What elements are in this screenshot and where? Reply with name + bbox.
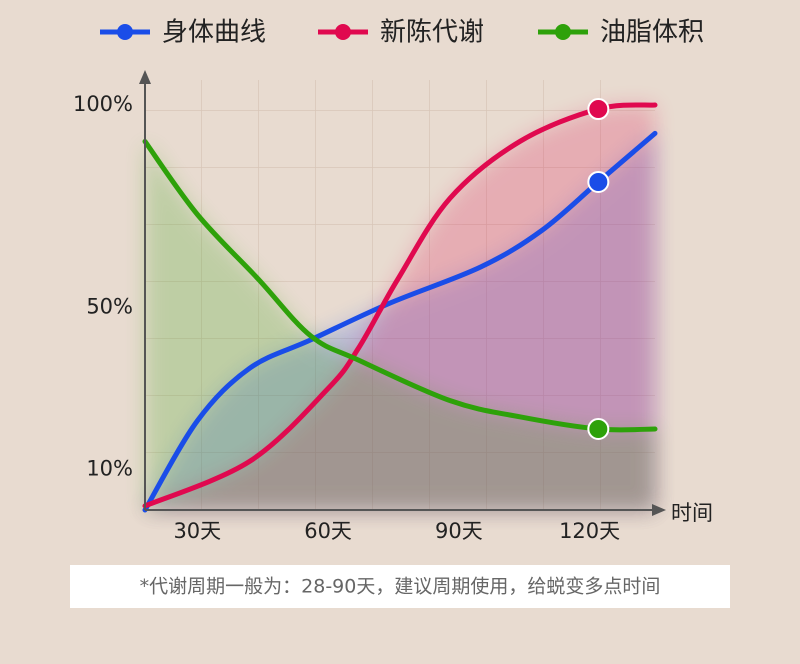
legend-dot (555, 24, 571, 40)
legend-dot (117, 24, 133, 40)
y-tick-label: 10% (86, 457, 133, 481)
area (145, 104, 655, 510)
point (587, 98, 610, 121)
legend-label: 油脂体积 (600, 18, 704, 48)
y-tick-label: 100% (73, 92, 133, 116)
legend-item: 新陈代谢 (318, 18, 484, 48)
x-tick-label: 90天 (435, 519, 483, 543)
legend-item: 油脂体积 (538, 18, 704, 48)
legend-dot (335, 24, 351, 40)
x-tick-label: 120天 (559, 519, 620, 543)
point (587, 418, 610, 440)
line (142, 102, 658, 509)
note-box (70, 565, 730, 608)
x-axis-label: 时间 (671, 501, 713, 525)
x-tick-label: 60天 (304, 519, 352, 543)
line (142, 138, 658, 433)
lines (142, 98, 658, 513)
note: *代谢周期一般为：28-90天，建议周期使用，给蜕变多点时间 (140, 576, 661, 598)
legend-item: 身体曲线 (100, 18, 266, 48)
legend-label: 身体曲线 (162, 18, 266, 48)
line (142, 130, 658, 513)
y-tick-label: 50% (86, 295, 133, 319)
legend-label: 新陈代谢 (380, 18, 484, 48)
area (145, 141, 655, 510)
x-tick-label: 30天 (173, 519, 221, 543)
point (587, 170, 610, 193)
